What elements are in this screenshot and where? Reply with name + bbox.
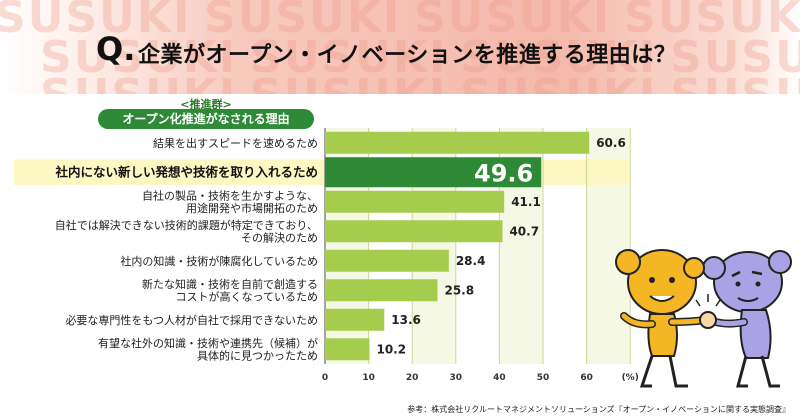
- category-label: 有望な社外の知識・技術や連携先（候補）が: [98, 336, 318, 350]
- category-label: コストが高くなっているため: [176, 290, 318, 304]
- x-tick-label: 40: [493, 373, 506, 383]
- data-label: 10.2: [376, 342, 406, 356]
- category-label: 用途開発や市場開拓のため: [186, 201, 318, 215]
- banner-letters: SUSUKI: [460, 70, 657, 94]
- data-label: 49.6: [474, 159, 533, 187]
- x-tick-label: 50: [537, 373, 550, 383]
- x-tick-label: 10: [362, 373, 375, 383]
- category-label: 自社では解決できない技術的課題が特定できており、: [55, 218, 318, 232]
- x-tick-label: 20: [406, 373, 419, 383]
- banner-letters: SUSUKI: [670, 32, 800, 83]
- group-legend: <推進群> オープン化推進がなされる理由: [98, 96, 314, 130]
- category-label: 必要な専門性をもつ人材が自社で採用できないため: [65, 313, 318, 327]
- banner-letters: SUSUKI: [250, 70, 447, 94]
- source-note: 参考：株式会社リクルートマネジメントソリューションズ『オープン・イノベーションに…: [407, 405, 790, 414]
- purple-character-icon: [702, 250, 792, 388]
- category-label: 具体的に見つかったため: [197, 349, 318, 363]
- bar: [325, 190, 505, 213]
- category-label: 社内にない新しい発想や技術を取り入れるため: [54, 164, 318, 179]
- category-label: 自社の製品・技術を生かすような、: [142, 189, 318, 203]
- orange-character-icon: [615, 249, 710, 388]
- data-label: 25.8: [444, 283, 474, 297]
- banner-letters: SUSUKI: [460, 32, 658, 83]
- bar: [325, 220, 503, 243]
- header-banner: SUSUKISUSUKISUSUKISUSUKISUSUKISUSUKISUSU…: [0, 0, 800, 94]
- x-tick-label: 30: [450, 373, 463, 383]
- banner-letters: SUSUKI: [40, 32, 238, 83]
- group-sub-label: <推進群>: [180, 98, 232, 111]
- x-tick-label: 0: [322, 373, 328, 383]
- banner-letters: SUSUKI: [0, 0, 192, 43]
- bar: [325, 279, 438, 302]
- handshake-icon: [695, 294, 721, 329]
- banner-letters: SUSUKI: [670, 70, 800, 94]
- category-label: 社内の知識・技術が陳腐化しているため: [120, 254, 318, 268]
- question-mark-label: Q.: [96, 30, 136, 68]
- banner-letters: SUSUKI: [40, 70, 237, 94]
- data-label: 13.6: [391, 313, 421, 327]
- bar: [325, 249, 449, 272]
- banner-letters: SUSUKI: [624, 0, 800, 43]
- data-label: 40.7: [509, 224, 539, 238]
- bar: [325, 308, 385, 331]
- bar: [325, 338, 370, 361]
- banner-letters: SUSUKI: [414, 0, 612, 43]
- bar: [325, 157, 542, 188]
- bar: [325, 131, 590, 154]
- category-label: 新たな知識・技術を自前で創造する: [142, 277, 318, 291]
- category-label: その解決のため: [241, 231, 318, 245]
- banner-letters: SUSUKI: [204, 0, 402, 43]
- x-tick-label: (%): [622, 373, 639, 383]
- data-label: 28.4: [456, 254, 486, 268]
- banner-letters: SUSUKI: [250, 32, 448, 83]
- data-label: 41.1: [511, 195, 541, 209]
- question-title: 企業がオープン・イノベーションを推進する理由は？: [138, 43, 677, 68]
- group-title: オープン化推進がなされる理由: [98, 109, 314, 129]
- category-label: 結果を出すスピードを速めるため: [153, 136, 318, 150]
- data-label: 60.6: [596, 136, 626, 150]
- x-tick-label: 60: [580, 373, 593, 383]
